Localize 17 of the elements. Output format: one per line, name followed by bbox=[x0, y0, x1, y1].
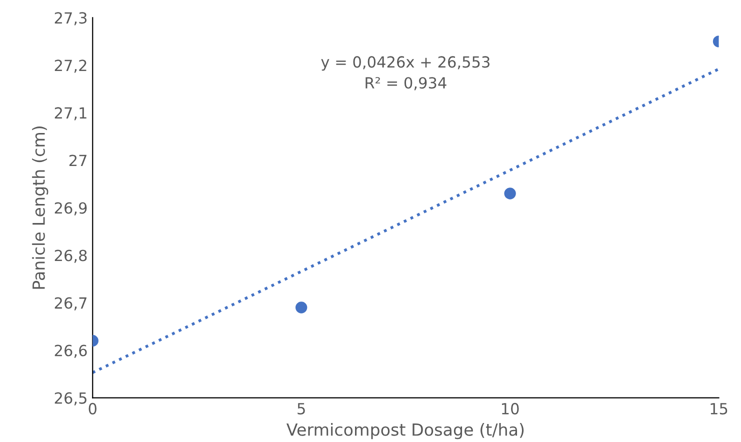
x-tick-label: 10 bbox=[502, 402, 519, 414]
x-axis-title: Vermicompost Dosage (t/ha) bbox=[286, 423, 524, 440]
y-axis-title: Panicle Length (cm) bbox=[32, 126, 48, 289]
annotation: R² = 0,934 bbox=[366, 77, 446, 90]
y-tick-label: 27,1 bbox=[54, 107, 86, 120]
y-tick-label: 26,9 bbox=[54, 202, 87, 216]
y-tick-label: 27,2 bbox=[54, 60, 86, 73]
y-tick-label: 26,7 bbox=[54, 297, 86, 310]
y-tick-label: 26,6 bbox=[54, 344, 87, 358]
y-tick-label: 26,8 bbox=[54, 250, 87, 263]
x-tick-label: 5 bbox=[298, 403, 305, 414]
x-tick-label: 0 bbox=[88, 402, 96, 414]
y-tick-label: 27 bbox=[69, 154, 86, 166]
x-tick-label: 15 bbox=[710, 403, 728, 414]
y-tick-label: 26,5 bbox=[54, 392, 86, 406]
annotation: y = 0,0426x + 26,553 bbox=[321, 56, 490, 71]
y-tick-label: 27,3 bbox=[54, 12, 87, 26]
